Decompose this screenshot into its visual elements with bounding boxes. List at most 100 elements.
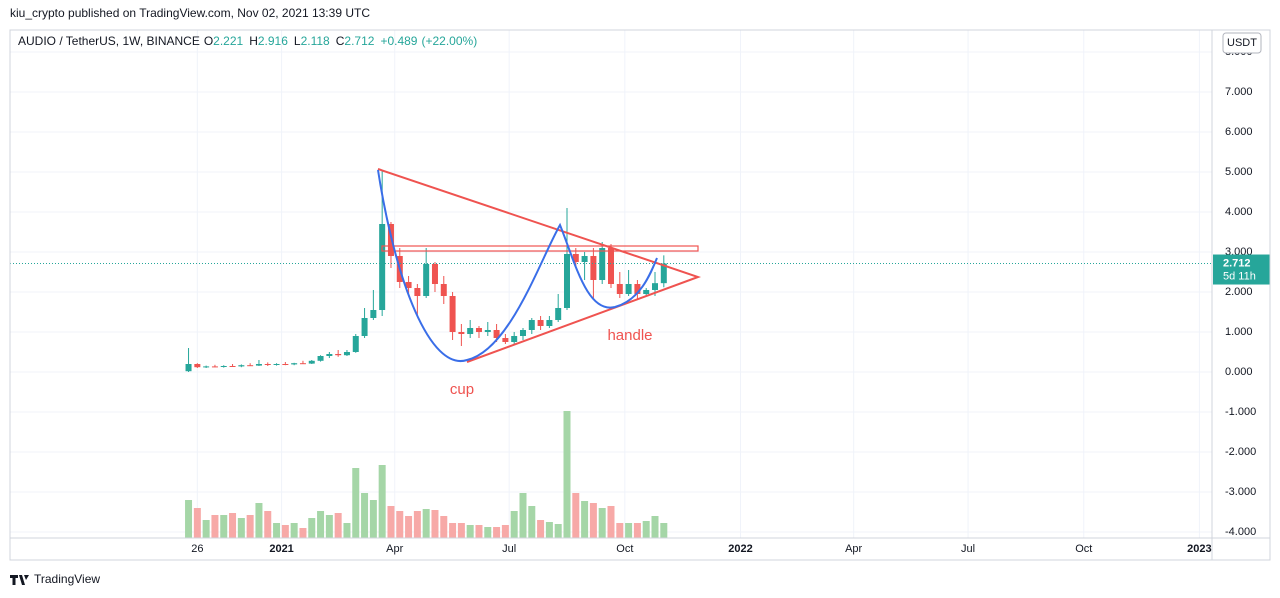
candle-body [590, 256, 597, 280]
candle-body [502, 338, 509, 342]
annotation: handle [607, 327, 652, 344]
volume-bar [378, 465, 386, 538]
candle-body [625, 284, 632, 294]
candle-body [581, 256, 588, 262]
volume-bar [457, 523, 465, 538]
x-tick-label: 2023 [1187, 543, 1211, 555]
volume-bar [484, 527, 492, 538]
y-tick-label: 4.000 [1225, 206, 1253, 218]
candle-body [423, 264, 430, 296]
legend-value: 2.118 [301, 34, 330, 48]
candle-body [475, 328, 482, 332]
volume-bar [475, 525, 483, 538]
candle-body [308, 360, 315, 364]
x-tick-label: Apr [386, 543, 403, 555]
volume-bar [537, 520, 545, 538]
volume-bar [290, 523, 298, 538]
legend-value: 2.916 [258, 34, 288, 48]
triangle-lines [377, 168, 702, 363]
volume-bar [246, 515, 254, 538]
resistance-zone [381, 245, 699, 252]
volume-bar [211, 515, 219, 538]
y-tick-label: 6.000 [1225, 126, 1253, 138]
x-tick-label: Jul [502, 543, 516, 555]
volume-bar [185, 500, 193, 538]
cup-handle-curve [377, 169, 658, 363]
volume-bar [589, 503, 597, 538]
candle-body [185, 364, 192, 372]
chart-frame [9, 29, 1271, 561]
volume-bar [625, 523, 633, 538]
legend-key: L [294, 34, 301, 48]
candle-body [537, 320, 544, 326]
candle-body [273, 364, 280, 365]
candle-body [255, 364, 262, 366]
volume-bar [466, 525, 474, 538]
volume-bar [264, 511, 272, 538]
candle-body [203, 366, 210, 368]
volume-bar [651, 516, 659, 538]
volume-bar [413, 511, 421, 538]
y-tick-label: 7.000 [1225, 86, 1253, 98]
volume-bar [229, 513, 237, 538]
volume-bar [581, 501, 589, 538]
volume-bar [193, 508, 201, 538]
volume-bar [255, 503, 263, 538]
y-tick-label: 2.000 [1225, 286, 1253, 298]
volume-bar [325, 515, 333, 538]
currency-label[interactable]: USDT [1227, 37, 1257, 49]
candle-body [660, 263, 667, 284]
candle-body [247, 365, 254, 367]
ohlc-legend: O2.221 H2.916 L2.118 C2.712 +0.489 (+22.00%) [204, 34, 477, 48]
y-tick-label: 0.000 [1225, 366, 1253, 378]
volume-bar [396, 511, 404, 538]
volume-layer [185, 411, 668, 538]
volume-bar [308, 518, 316, 538]
volume-bar [660, 523, 668, 538]
volume-bar [510, 511, 518, 538]
candle-body [352, 336, 359, 352]
y-tick-label: 1.000 [1225, 326, 1253, 338]
x-tick-label: Jul [961, 543, 975, 555]
currency-button[interactable] [1222, 32, 1262, 54]
volume-bar [220, 515, 228, 538]
volume-bar [387, 506, 395, 538]
candle-body [220, 366, 227, 367]
volume-bar [431, 510, 439, 538]
candle-body [458, 332, 465, 334]
candle-body [229, 366, 236, 367]
volume-bar [528, 506, 536, 538]
candle-body [599, 248, 606, 280]
drawings: cup handle [10, 168, 1212, 398]
volume-bar [273, 523, 281, 538]
volume-bar [422, 509, 430, 538]
candle-body [440, 284, 447, 296]
candle-body [317, 356, 324, 361]
candle-body [405, 282, 412, 288]
candle-body [643, 290, 650, 294]
axes: -4.000-3.000-2.000-1.0000.0001.0002.0003… [191, 46, 1270, 555]
legend-value: 2.712 [344, 34, 374, 48]
candle-body [511, 336, 518, 342]
candle-body [335, 354, 342, 356]
x-tick-label: Oct [616, 543, 633, 555]
x-tick-label: 2022 [728, 543, 752, 555]
volume-bar [642, 521, 650, 538]
legend-key: C [336, 34, 345, 48]
volume-bar [449, 523, 457, 538]
x-tick-label: 26 [191, 543, 203, 555]
y-tick-label: -2.000 [1225, 446, 1256, 458]
volume-bar [343, 523, 351, 538]
candle-body [493, 330, 500, 338]
y-tick-label: 5.000 [1225, 166, 1253, 178]
candle-body [634, 284, 641, 294]
candle-body [414, 288, 421, 296]
candle-layer [185, 170, 667, 372]
candle-body [238, 365, 245, 367]
volume-bar [501, 525, 509, 538]
candle-body [652, 283, 659, 290]
symbol-legend: AUDIO / TetherUS, 1W, BINANCE [18, 34, 200, 48]
candle-body [264, 364, 271, 365]
y-tick-label: -1.000 [1225, 406, 1256, 418]
